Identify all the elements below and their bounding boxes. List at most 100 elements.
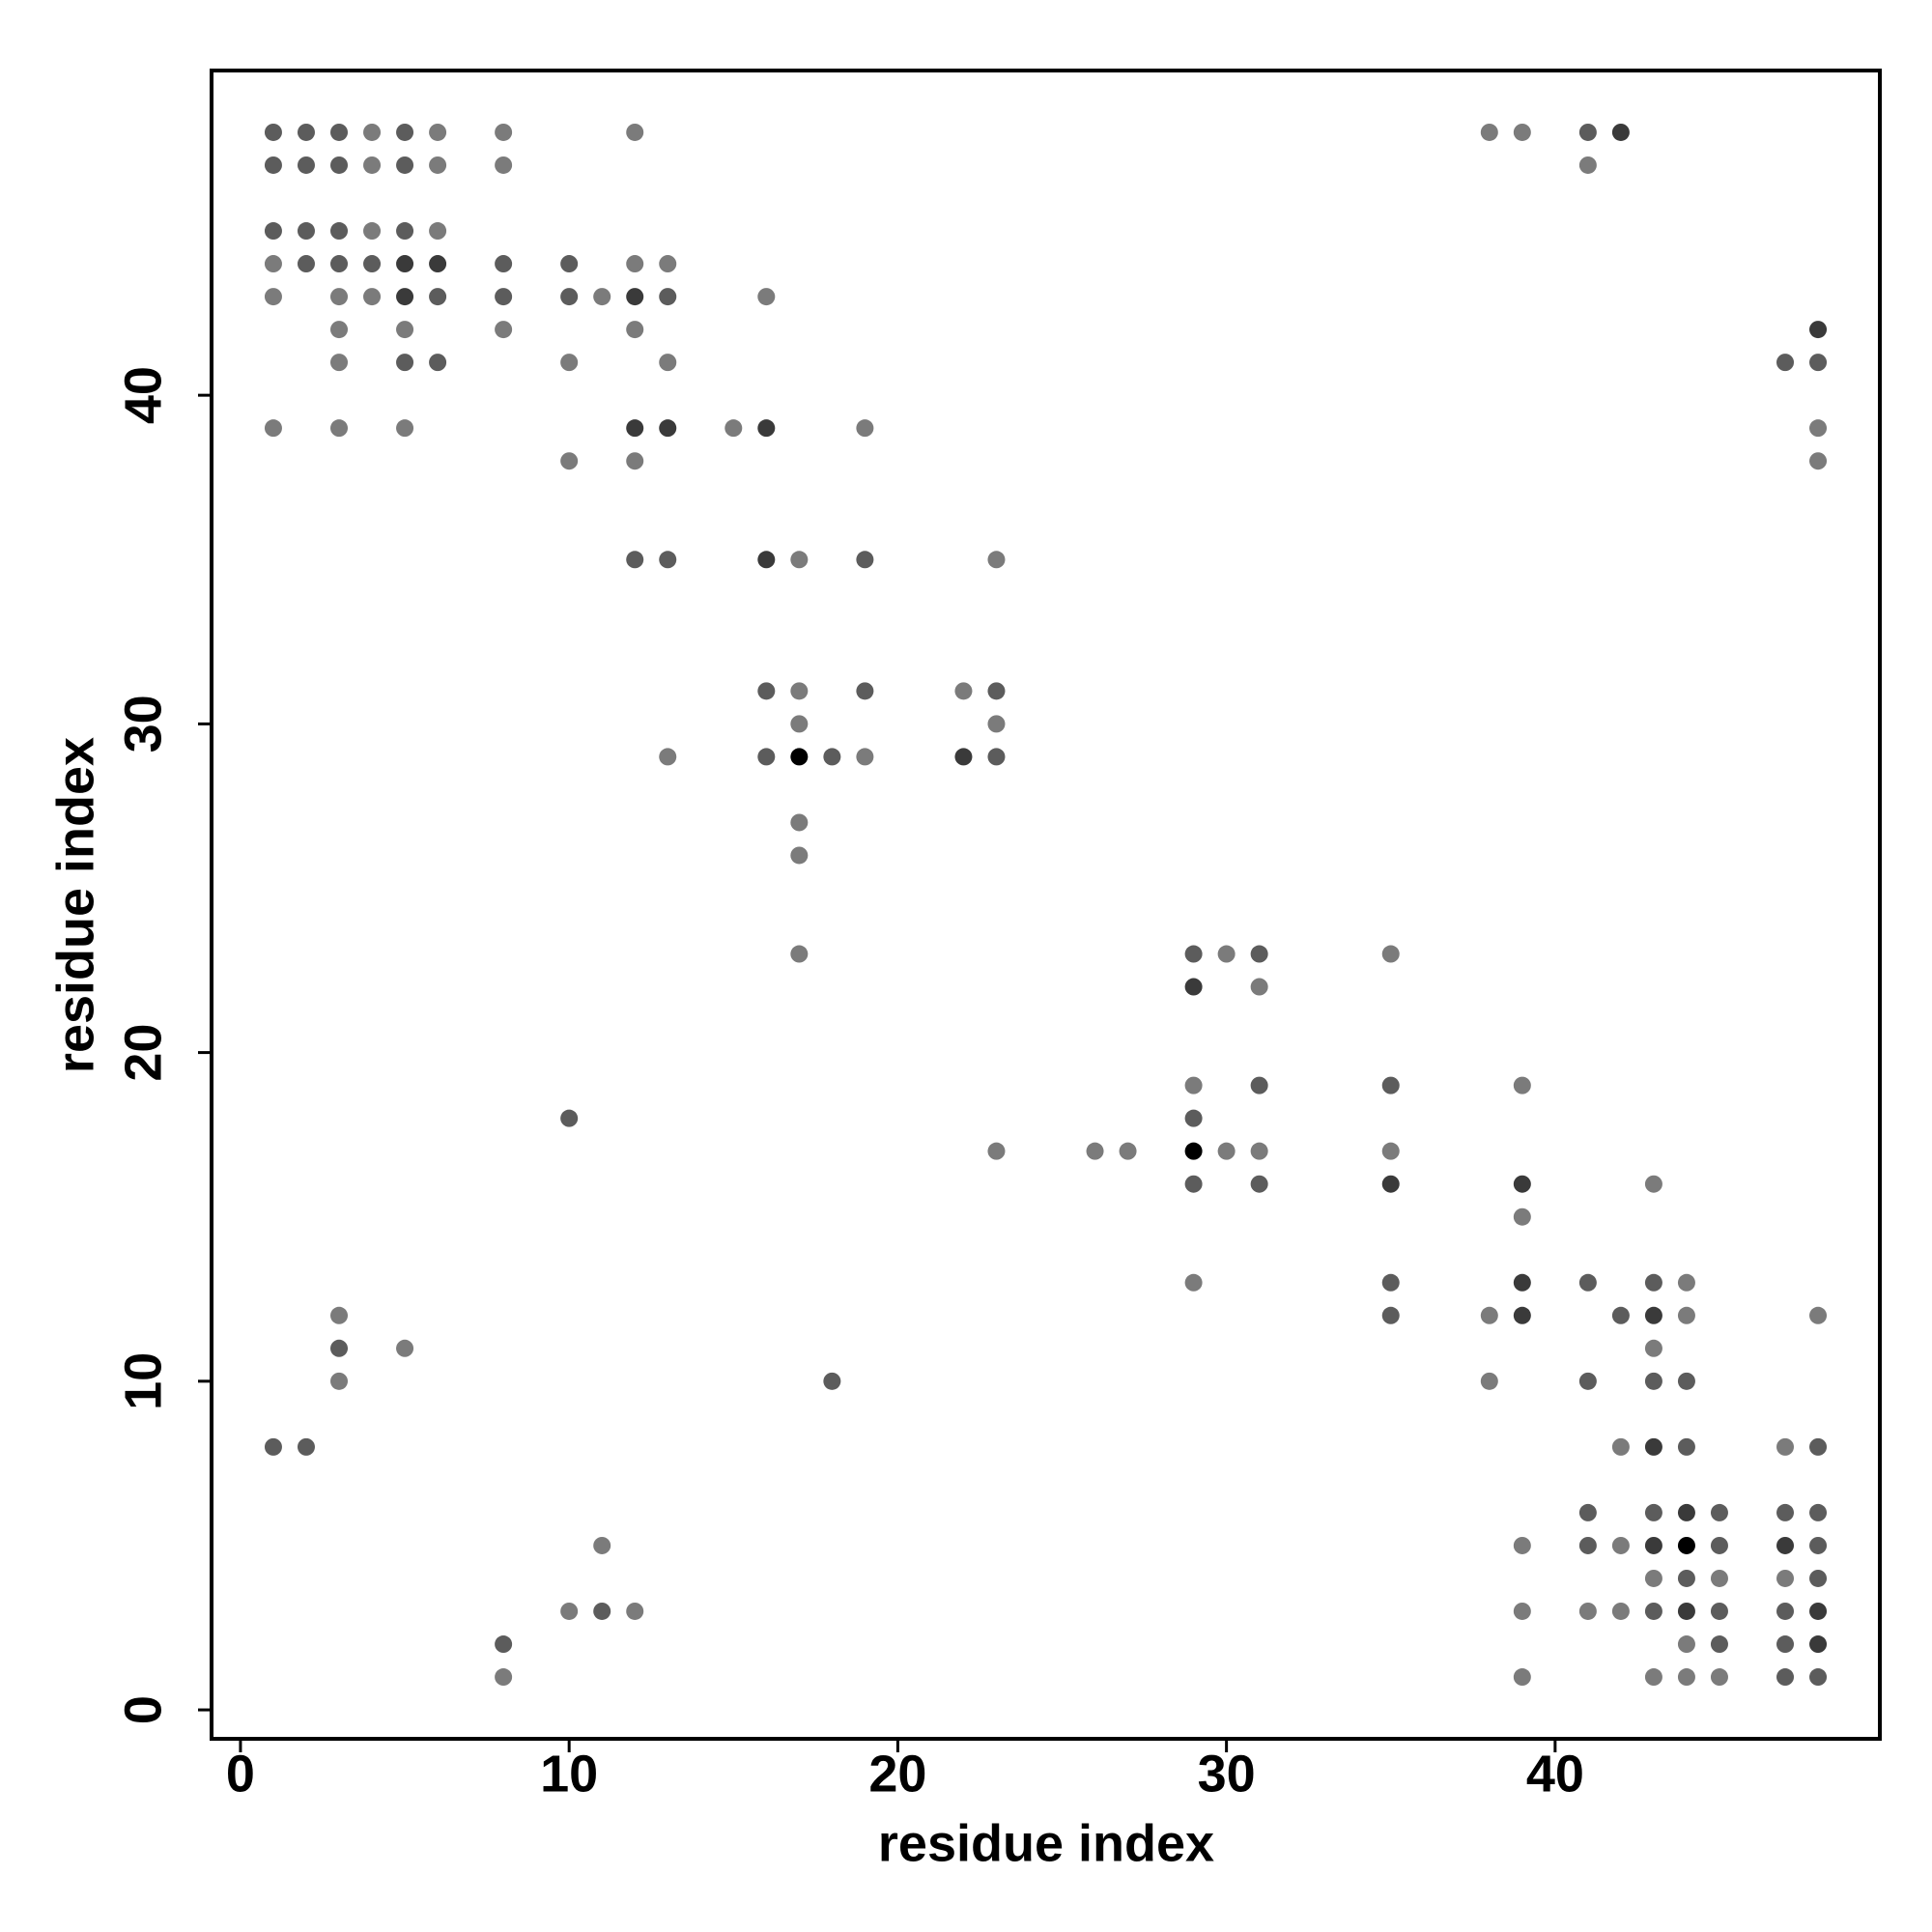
point (396, 321, 414, 339)
point (264, 255, 282, 273)
point (560, 255, 579, 273)
point (1578, 123, 1597, 141)
point (1381, 1076, 1400, 1094)
point (593, 1536, 611, 1554)
point (1381, 1306, 1400, 1324)
point (1677, 1273, 1695, 1292)
point (790, 846, 809, 865)
point (1776, 1503, 1795, 1521)
point (757, 682, 776, 700)
point (1644, 1569, 1662, 1587)
point (1381, 945, 1400, 963)
point (626, 255, 644, 273)
point (659, 354, 677, 372)
point (363, 123, 382, 141)
point (626, 321, 644, 339)
point (396, 354, 414, 372)
y-tick-label: 20 (114, 1024, 172, 1082)
point (495, 156, 513, 174)
point (1776, 1437, 1795, 1456)
y-tick-label: 30 (114, 695, 172, 753)
point (396, 222, 414, 241)
point (1809, 1668, 1828, 1687)
point (1644, 1503, 1662, 1521)
point (1611, 1536, 1630, 1554)
point (757, 748, 776, 766)
point (264, 123, 282, 141)
point (396, 123, 414, 141)
point (1184, 978, 1203, 996)
point (1513, 1208, 1531, 1226)
point (1611, 1306, 1630, 1324)
point (560, 288, 579, 306)
point (363, 222, 382, 241)
point (297, 255, 315, 273)
point (429, 123, 447, 141)
point (495, 1668, 513, 1687)
point (396, 255, 414, 273)
point (363, 288, 382, 306)
point (560, 1109, 579, 1127)
point (1677, 1569, 1695, 1587)
x-tick-label: 30 (1198, 1745, 1256, 1803)
point (330, 419, 349, 438)
point (1578, 1273, 1597, 1292)
point (1776, 1569, 1795, 1587)
point (1578, 1503, 1597, 1521)
point (1184, 1175, 1203, 1193)
point (1184, 1142, 1203, 1160)
point (1644, 1437, 1662, 1456)
x-tick-label: 20 (868, 1745, 926, 1803)
point (1119, 1142, 1137, 1160)
y-tick-label: 40 (114, 366, 172, 424)
point (429, 156, 447, 174)
point (1776, 1668, 1795, 1687)
point (495, 1635, 513, 1654)
point (330, 1372, 349, 1390)
point (987, 748, 1006, 766)
point (987, 715, 1006, 733)
point (363, 156, 382, 174)
point (330, 354, 349, 372)
point (330, 321, 349, 339)
point (1184, 1076, 1203, 1094)
point (790, 945, 809, 963)
point (396, 1339, 414, 1357)
point (954, 682, 973, 700)
point (330, 255, 349, 273)
point (264, 156, 282, 174)
point (330, 222, 349, 241)
point (1480, 1372, 1498, 1390)
point (1250, 1076, 1268, 1094)
point (330, 123, 349, 141)
point (1809, 321, 1828, 339)
point (1776, 1602, 1795, 1620)
point (823, 1372, 841, 1390)
point (560, 452, 579, 470)
point (626, 288, 644, 306)
point (1513, 1273, 1531, 1292)
point (396, 288, 414, 306)
point (1677, 1536, 1695, 1554)
point (1513, 123, 1531, 141)
point (429, 255, 447, 273)
point (1644, 1306, 1662, 1324)
point (724, 419, 743, 438)
point (1086, 1142, 1104, 1160)
point (1677, 1372, 1695, 1390)
point (626, 452, 644, 470)
point (626, 1602, 644, 1620)
point (264, 1437, 282, 1456)
point (1809, 452, 1828, 470)
point (1710, 1602, 1728, 1620)
point (856, 551, 874, 569)
point (987, 682, 1006, 700)
point (659, 419, 677, 438)
point (790, 551, 809, 569)
point (1710, 1536, 1728, 1554)
point (659, 255, 677, 273)
point (429, 288, 447, 306)
point (626, 551, 644, 569)
point (790, 715, 809, 733)
